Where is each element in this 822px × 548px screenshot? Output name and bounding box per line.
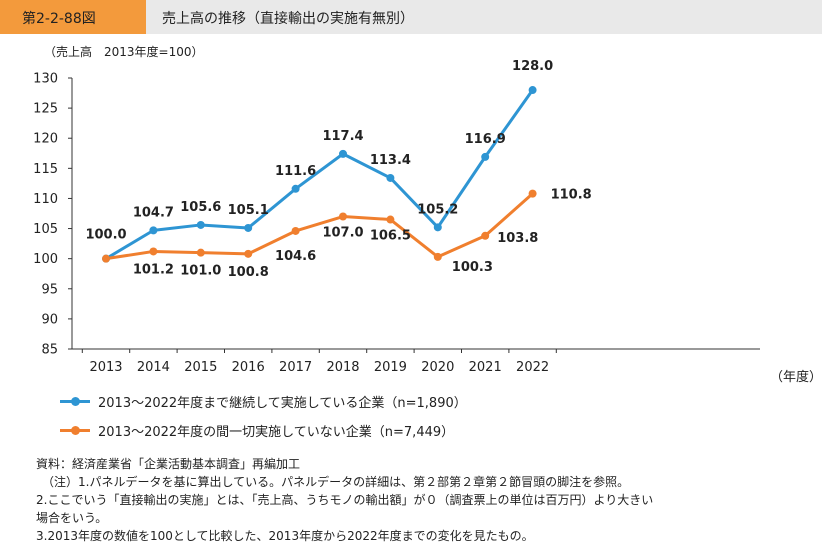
- x-tick-label: 2022: [516, 360, 549, 375]
- legend-label-series1: 2013～2022年度まで継続して実施している企業（n=1,890）: [98, 396, 467, 411]
- figure-title: 売上高の推移（直接輸出の実施有無別）: [162, 11, 414, 27]
- y-tick-label: 100: [33, 252, 58, 267]
- data-point-series2: [433, 252, 442, 261]
- figure-number-tag: 第2-2-88図: [0, 0, 146, 34]
- y-tick-label: 120: [33, 132, 58, 147]
- y-tick-label: 130: [33, 72, 58, 87]
- x-tick-label: 2021: [469, 360, 502, 375]
- data-label-series1: 113.4: [370, 153, 411, 168]
- data-point-series2: [528, 189, 537, 198]
- data-point-series1: [196, 220, 205, 229]
- data-point-series2: [149, 247, 158, 256]
- data-label-series1: 104.7: [133, 205, 174, 220]
- data-point-series2: [291, 226, 300, 235]
- data-point-series1: [481, 152, 490, 161]
- legend-marker-series2: [71, 426, 80, 435]
- note-2-cont: 場合をいう。: [36, 511, 108, 525]
- data-label-series1: 105.6: [180, 200, 221, 215]
- data-label-series2: 104.6: [275, 249, 316, 264]
- data-label-series2: 103.8: [497, 231, 538, 246]
- data-label-series2: 107.0: [322, 226, 363, 241]
- series-line-2: [105, 192, 534, 261]
- data-point-series1: [149, 226, 158, 235]
- y-tick-label: 85: [41, 343, 58, 358]
- x-tick-label: 2016: [232, 360, 265, 375]
- x-axis-label: （年度）: [770, 369, 822, 385]
- data-point-series2: [339, 212, 347, 221]
- y-tick-label: 95: [41, 282, 58, 297]
- data-label-series1: 117.4: [322, 129, 363, 144]
- data-label-series1: 128.0: [512, 60, 553, 74]
- data-label-series1: 100.0: [85, 228, 126, 243]
- line-chart: 85 90 95 100 105 110 115 120 125 130 2013 2014 2015 2…: [33, 60, 822, 385]
- data-label-series1: 105.1: [228, 203, 269, 218]
- data-point-series1: [386, 173, 395, 182]
- data-point-series1: [291, 184, 300, 193]
- data-point-series2: [386, 215, 395, 224]
- y-tick-label: 110: [33, 192, 58, 207]
- legend-label-series2: 2013～2022年度の間一切実施していない企業（n=7,449）: [98, 425, 455, 440]
- figure-number: 第2-2-88図: [22, 11, 96, 27]
- data-label-series2: 100.3: [452, 260, 493, 275]
- y-tick-label: 105: [33, 222, 58, 237]
- y-tick-label: 90: [41, 312, 58, 327]
- notes-block: 資料：経済産業省「企業活動基本調査」再編加工 （注）1.パネルデータを基に算出し…: [36, 455, 653, 545]
- data-label-series2: 101.0: [180, 264, 221, 279]
- y-tick-label: 115: [33, 162, 58, 177]
- note-3: 3.2013年度の数値を100として比較した、2013年度から2022年度までの…: [36, 529, 534, 543]
- data-point-series2: [244, 249, 253, 258]
- x-tick-label: 2019: [374, 360, 407, 375]
- data-label-series1: 105.2: [417, 202, 458, 217]
- data-label-series2: 106.5: [370, 229, 411, 244]
- legend-marker-series1: [71, 397, 80, 406]
- x-tick-label: 2020: [421, 360, 454, 375]
- data-point-series2: [196, 248, 205, 257]
- data-label-series1: 116.9: [465, 132, 506, 147]
- data-point-series1: [244, 223, 253, 232]
- x-tick-label: 2017: [279, 360, 312, 375]
- y-tick-label: 125: [33, 102, 58, 117]
- note-source: 資料：経済産業省「企業活動基本調査」再編加工: [36, 457, 301, 471]
- data-point-series2: [481, 231, 490, 240]
- x-tick-label: 2015: [184, 360, 217, 375]
- x-tick-label: 2013: [89, 360, 122, 375]
- data-label-series2: 101.2: [133, 262, 174, 277]
- note-2: 2.ここでいう「直接輸出の実施」とは、「売上高、うちモノの輸出額」が０（調査票上…: [36, 493, 654, 507]
- x-tick-label: 2018: [326, 360, 359, 375]
- data-label-series2: 110.8: [551, 188, 592, 203]
- x-tick-label: 2014: [137, 360, 170, 375]
- data-label-series2: 100.8: [228, 265, 269, 280]
- data-point-series1: [528, 86, 537, 95]
- series-line-1: [105, 89, 534, 260]
- data-point-series1: [339, 149, 347, 158]
- note-1: （注）1.パネルデータを基に算出している。パネルデータの詳細は、第２部第２章第２…: [42, 475, 630, 489]
- data-label-series1: 111.6: [275, 164, 316, 179]
- y-unit-note: （売上高 2013年度=100）: [44, 45, 204, 59]
- data-point-series1: [433, 223, 442, 232]
- figure-header: 第2-2-88図 売上高の推移（直接輸出の実施有無別）: [0, 0, 822, 34]
- data-point-series2: [102, 254, 110, 263]
